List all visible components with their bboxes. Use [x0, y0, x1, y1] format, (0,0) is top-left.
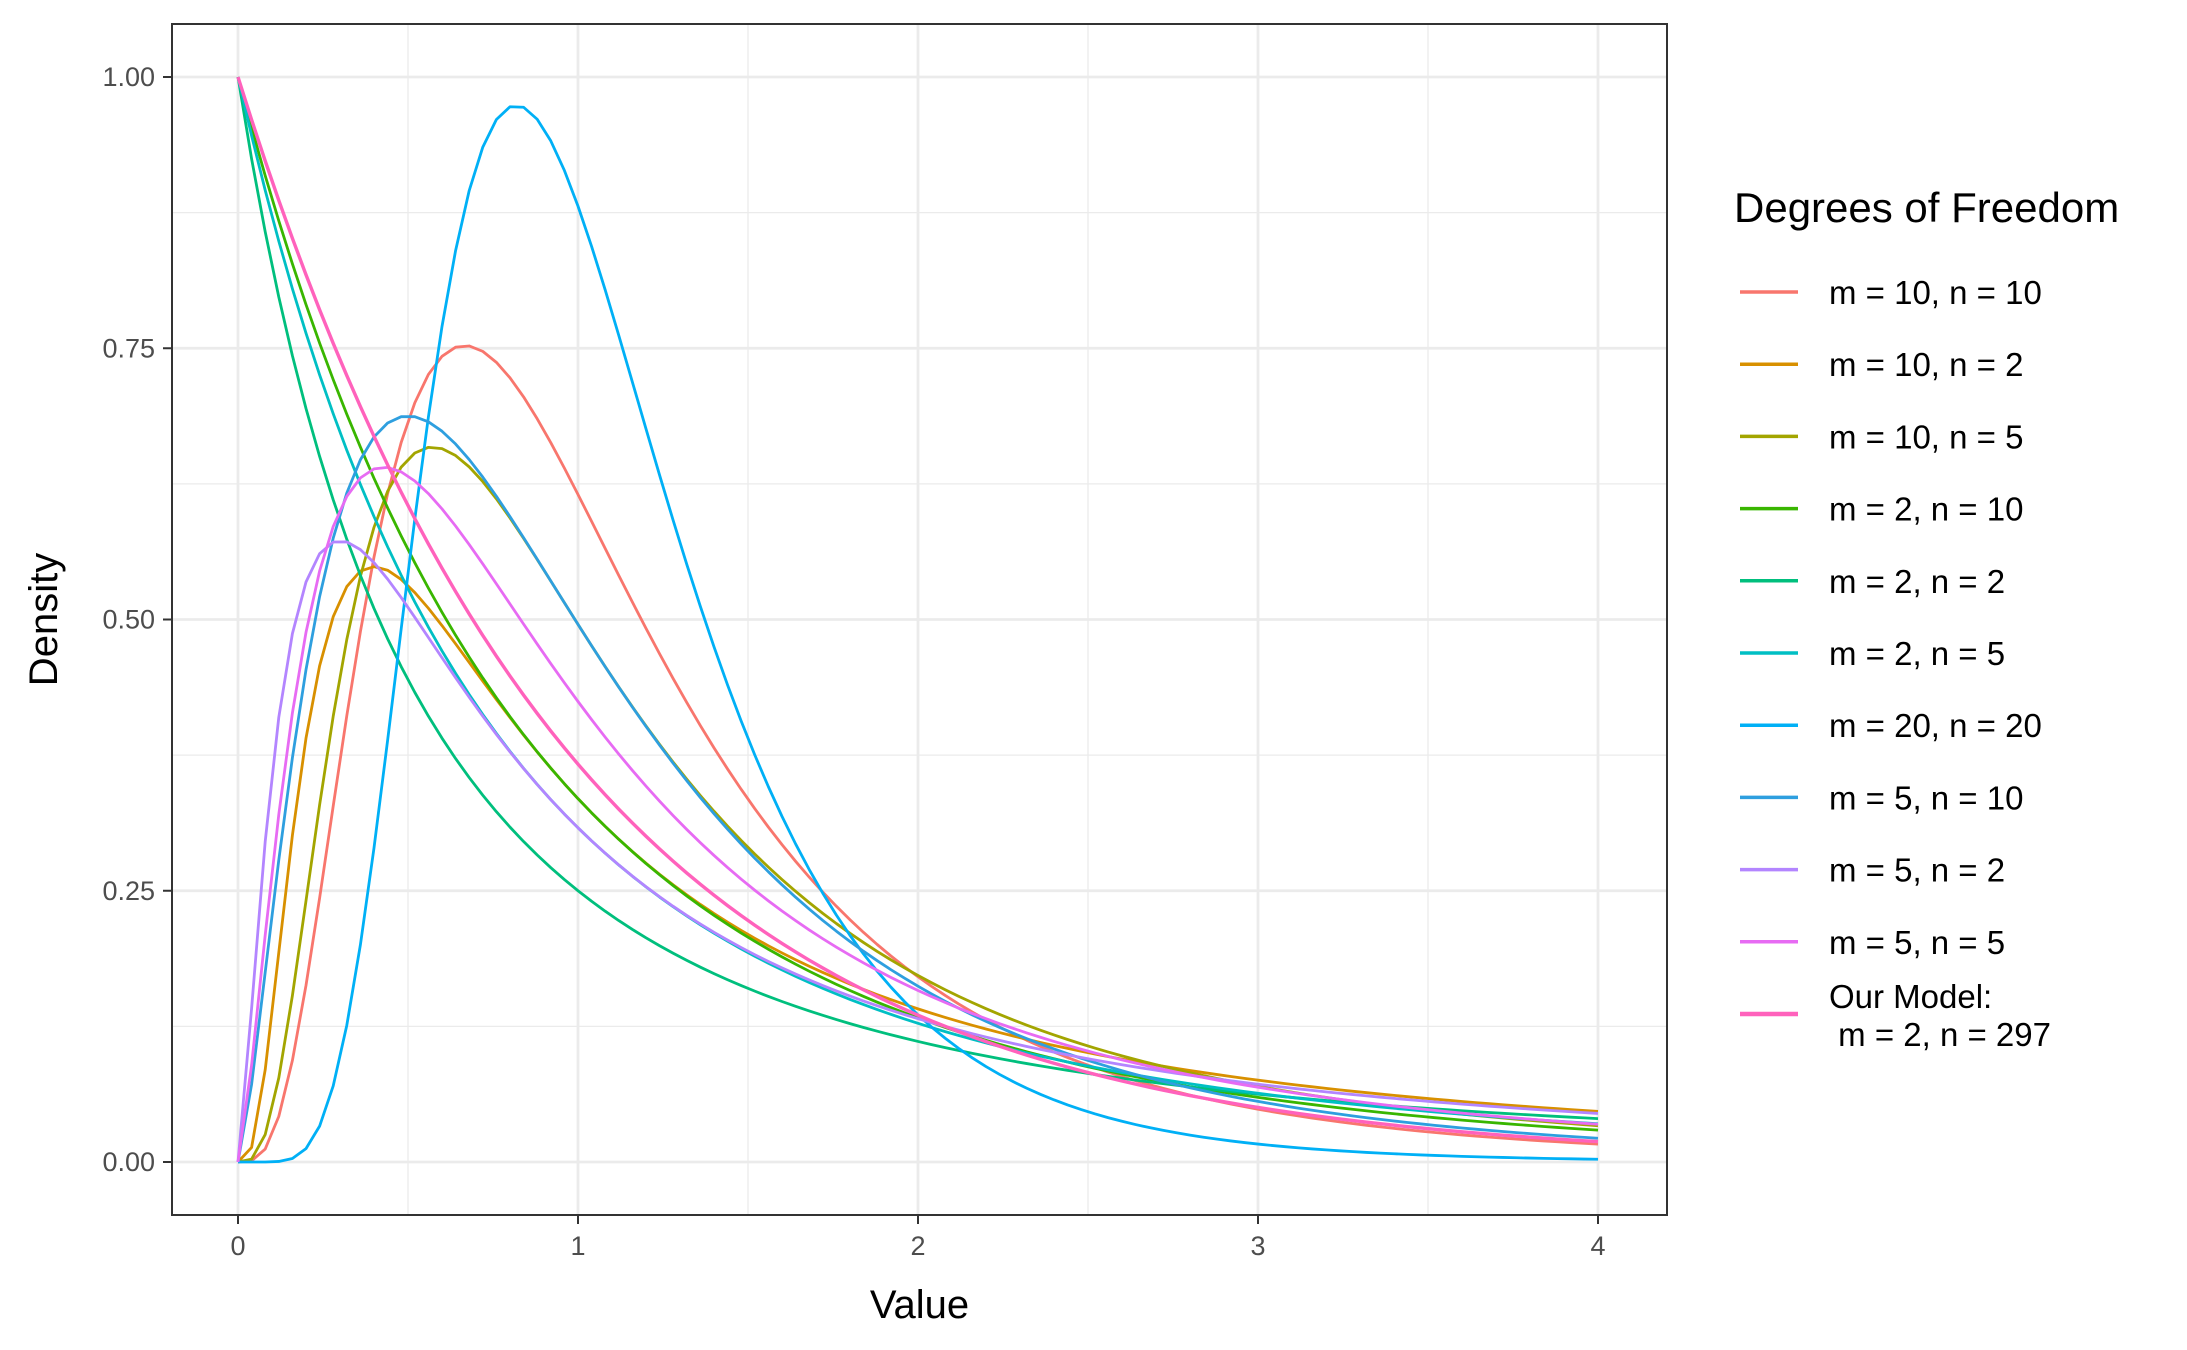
legend-label: m = 20, n = 20: [1829, 707, 2042, 744]
series-line-m5-n2: [236, 540, 1599, 1163]
legend-label: m = 10, n = 2: [1829, 346, 2023, 383]
legend-label: m = 5, n = 10: [1829, 779, 2023, 816]
x-tick-label: 4: [1590, 1231, 1605, 1261]
legend-label: m = 5, n = 5: [1829, 924, 2005, 961]
series-line-m5-n10: [236, 415, 1599, 1163]
x-axis-ticks: 0 1 2 3 4: [230, 1215, 1606, 1261]
y-tick-label: 1.00: [102, 62, 155, 92]
legend: Degrees of Freedom m = 10, n = 10m = 10,…: [1734, 184, 2119, 1053]
x-axis-title: Value: [870, 1283, 969, 1327]
x-tick-label: 2: [910, 1231, 925, 1261]
legend-label: Our Model: m = 2, n = 297: [1829, 978, 2051, 1053]
series-line-m10-n2: [236, 565, 1599, 1163]
y-tick-label: 0.00: [102, 1147, 155, 1177]
legend-label: m = 10, n = 5: [1829, 418, 2023, 455]
legend-label: m = 2, n = 2: [1829, 563, 2005, 600]
y-axis-ticks: 0.00 0.25 0.50 0.75 1.00: [102, 62, 172, 1177]
legend-items: m = 10, n = 10 m = 10, n = 2 m = 10, n = 5…: [1740, 274, 2051, 1053]
x-tick-label: 1: [570, 1231, 585, 1261]
legend-label-line: Our Model:: [1829, 978, 1992, 1015]
series-line-m2-n297: [236, 76, 1599, 1144]
legend-label: m = 2, n = 5: [1829, 635, 2005, 672]
legend-label-line: m = 2, n = 297: [1829, 1016, 2051, 1053]
legend-title: Degrees of Freedom: [1734, 184, 2119, 231]
series-line-m2-n5: [236, 76, 1599, 1126]
legend-label: m = 2, n = 10: [1829, 491, 2023, 528]
series-line-m5-n5: [236, 465, 1599, 1163]
y-tick-label: 0.50: [102, 605, 155, 635]
x-tick-label: 3: [1250, 1231, 1265, 1261]
x-tick-label: 0: [230, 1231, 245, 1261]
y-axis-title: Density: [22, 553, 66, 686]
legend-label: m = 5, n = 2: [1829, 852, 2005, 889]
y-tick-label: 0.75: [102, 333, 155, 363]
legend-label: m = 10, n = 10: [1829, 274, 2042, 311]
y-tick-label: 0.25: [102, 876, 155, 906]
series-lines: [236, 76, 1599, 1164]
